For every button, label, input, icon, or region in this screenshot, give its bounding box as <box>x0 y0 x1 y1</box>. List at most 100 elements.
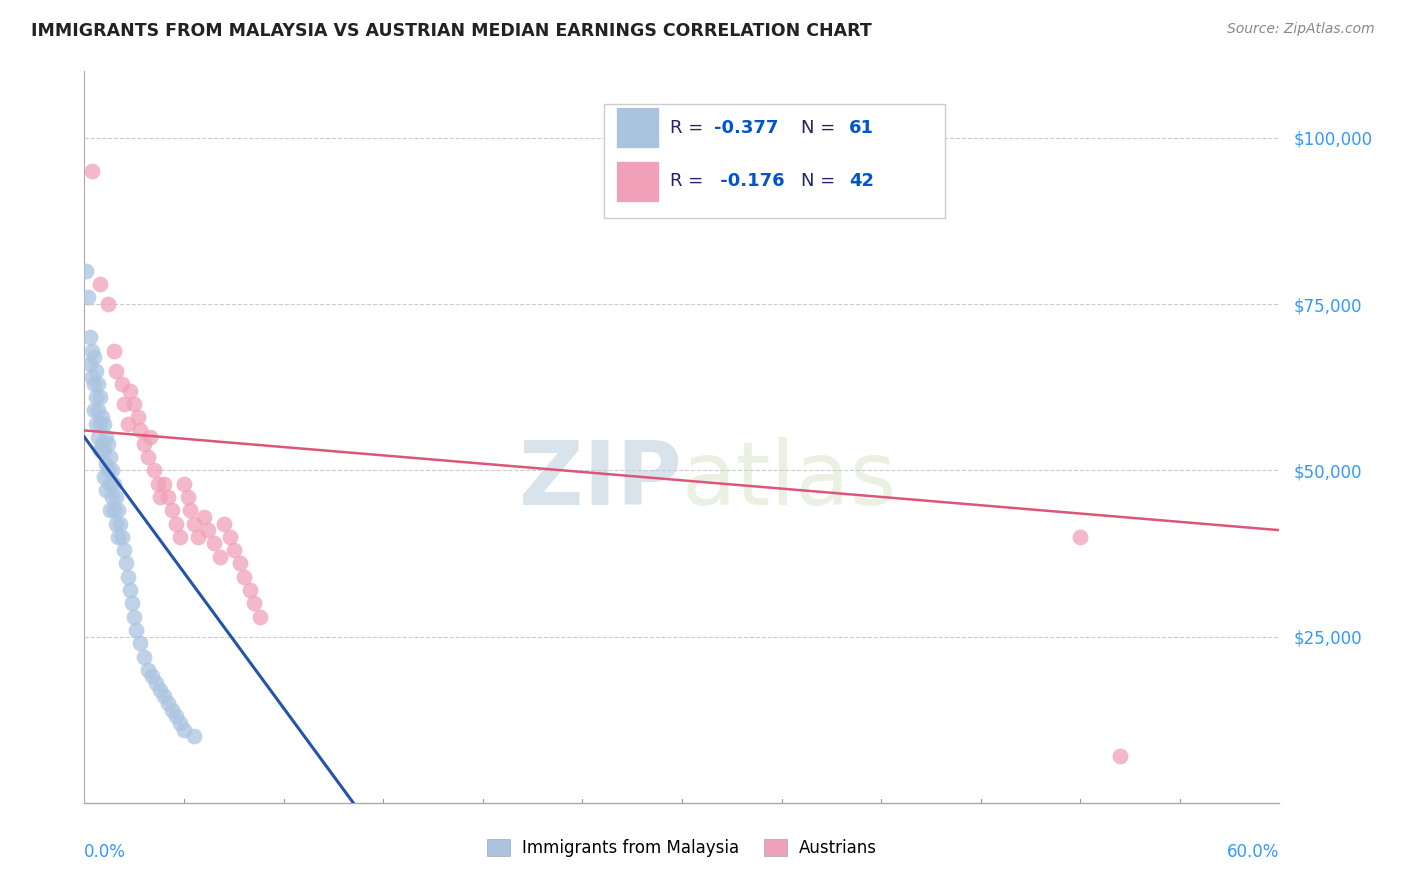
Text: -0.176: -0.176 <box>714 172 785 190</box>
Point <box>96 457 118 471</box>
Point <box>110 516 132 531</box>
Point <box>117 417 139 431</box>
Point <box>111 530 134 544</box>
Point <box>96 430 118 444</box>
Point <box>98 450 121 464</box>
Text: 60.0%: 60.0% <box>1227 843 1279 861</box>
Point <box>89 417 111 431</box>
Point <box>103 503 125 517</box>
Point <box>91 410 114 425</box>
Text: Source: ZipAtlas.com: Source: ZipAtlas.com <box>1227 22 1375 37</box>
Point <box>103 343 125 358</box>
Point <box>120 384 142 398</box>
Point <box>105 516 128 531</box>
Point <box>122 609 145 624</box>
Point <box>87 376 110 391</box>
Point <box>82 343 104 358</box>
Point <box>101 463 124 477</box>
Point <box>79 330 101 344</box>
Point <box>173 476 195 491</box>
Point <box>149 682 172 697</box>
Point <box>82 370 104 384</box>
Point <box>120 582 142 597</box>
FancyBboxPatch shape <box>616 161 659 202</box>
Point <box>117 570 139 584</box>
Point <box>86 390 108 404</box>
Point <box>91 436 114 450</box>
Point <box>1069 530 1091 544</box>
Point <box>112 543 135 558</box>
Point <box>87 430 110 444</box>
Text: ZIP: ZIP <box>519 437 682 524</box>
Point <box>89 443 111 458</box>
Text: 42: 42 <box>849 172 875 190</box>
Point <box>157 490 180 504</box>
Text: R =: R = <box>671 119 709 136</box>
Text: N =: N = <box>801 172 841 190</box>
Point <box>153 476 176 491</box>
Point <box>82 164 104 178</box>
Point <box>122 397 145 411</box>
Point <box>136 450 159 464</box>
Point <box>1109 749 1132 764</box>
Point <box>75 264 97 278</box>
Point <box>146 476 169 491</box>
Legend: Immigrants from Malaysia, Austrians: Immigrants from Malaysia, Austrians <box>481 832 883 864</box>
Point <box>105 490 128 504</box>
Point <box>79 357 101 371</box>
Point <box>93 417 115 431</box>
Point <box>107 530 129 544</box>
Point <box>208 549 231 564</box>
Point <box>129 424 152 438</box>
Point <box>96 483 118 498</box>
Text: N =: N = <box>801 119 841 136</box>
Point <box>173 723 195 737</box>
Point <box>111 376 134 391</box>
Point <box>115 557 138 571</box>
Point <box>127 410 149 425</box>
Point <box>229 557 252 571</box>
Point <box>112 397 135 411</box>
Point <box>218 530 240 544</box>
Point <box>193 509 215 524</box>
Point <box>212 516 235 531</box>
FancyBboxPatch shape <box>605 104 945 218</box>
Point <box>165 709 187 723</box>
Point <box>143 463 166 477</box>
Point <box>139 430 162 444</box>
Point <box>239 582 262 597</box>
Text: -0.377: -0.377 <box>714 119 779 136</box>
Point <box>89 277 111 292</box>
Point <box>157 696 180 710</box>
Point <box>232 570 254 584</box>
Point <box>202 536 225 550</box>
Point <box>121 596 143 610</box>
Point <box>98 503 121 517</box>
Point <box>160 503 183 517</box>
Point <box>77 290 100 304</box>
Point <box>83 403 105 417</box>
Point <box>153 690 176 704</box>
Text: 0.0%: 0.0% <box>84 843 127 861</box>
Point <box>101 490 124 504</box>
Text: 61: 61 <box>849 119 875 136</box>
Point <box>105 363 128 377</box>
Point <box>183 729 205 743</box>
Point <box>93 470 115 484</box>
Point <box>93 443 115 458</box>
FancyBboxPatch shape <box>616 107 659 148</box>
Point <box>165 516 187 531</box>
Point <box>187 530 209 544</box>
Point <box>149 490 172 504</box>
Text: R =: R = <box>671 172 709 190</box>
Text: atlas: atlas <box>682 437 897 524</box>
Point <box>125 623 148 637</box>
Point <box>87 403 110 417</box>
Point <box>86 363 108 377</box>
Point <box>97 297 120 311</box>
Point <box>242 596 264 610</box>
Point <box>129 636 152 650</box>
Point <box>83 376 105 391</box>
Point <box>141 669 163 683</box>
Point <box>222 543 245 558</box>
